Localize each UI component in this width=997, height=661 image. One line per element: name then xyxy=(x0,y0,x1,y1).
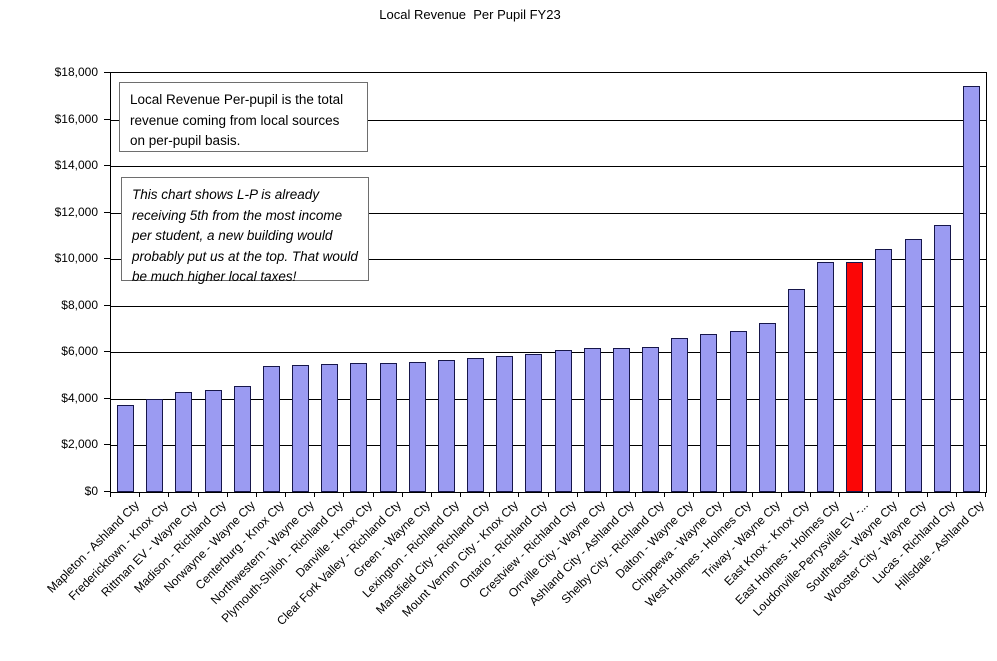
x-tick-mark xyxy=(430,492,432,497)
x-tick-mark xyxy=(780,492,782,497)
x-tick-mark xyxy=(839,492,841,497)
x-tick-mark xyxy=(897,492,899,497)
bar xyxy=(817,262,835,492)
x-tick-mark xyxy=(868,492,870,497)
bar xyxy=(262,366,280,492)
bar xyxy=(408,362,426,492)
chart-title: Local Revenue Per Pupil FY23 xyxy=(379,7,561,22)
y-tick-mark xyxy=(104,72,110,73)
x-tick-mark xyxy=(197,492,199,497)
gridline xyxy=(111,445,986,447)
y-tick-mark xyxy=(104,351,110,353)
annotation-definition-box: Local Revenue Per-pupil is the total rev… xyxy=(119,82,368,152)
x-tick-mark xyxy=(810,492,811,497)
y-tick-label: $10,000 xyxy=(54,251,98,266)
x-tick-mark xyxy=(139,492,141,497)
x-tick-mark xyxy=(926,492,928,497)
bar xyxy=(758,322,776,492)
x-tick-mark xyxy=(255,492,257,497)
y-tick-label: $12,000 xyxy=(54,204,98,219)
x-tick-mark xyxy=(401,492,403,497)
x-tick-mark xyxy=(168,492,170,497)
bar xyxy=(933,224,951,492)
bar xyxy=(525,353,543,492)
bar xyxy=(437,359,455,492)
x-tick-mark xyxy=(605,492,607,497)
gridline xyxy=(111,166,986,168)
y-tick-label: $6,000 xyxy=(61,344,98,359)
y-tick-mark xyxy=(104,491,110,492)
gridline xyxy=(111,119,986,121)
bar xyxy=(204,389,222,492)
x-tick-mark xyxy=(460,492,461,497)
bar xyxy=(146,398,164,492)
x-tick-mark xyxy=(372,492,374,497)
bar xyxy=(671,338,689,492)
y-tick-label: $8,000 xyxy=(61,297,98,312)
x-tick-mark xyxy=(343,492,345,497)
bar-highlighted xyxy=(846,261,864,492)
x-tick-mark xyxy=(314,492,316,497)
bar xyxy=(583,348,601,492)
y-tick-mark xyxy=(104,258,110,260)
y-tick-mark xyxy=(104,304,110,306)
x-tick-mark xyxy=(722,492,724,497)
bar xyxy=(554,350,572,492)
x-tick-mark xyxy=(664,492,666,497)
y-tick-label: $16,000 xyxy=(54,111,98,126)
y-tick-label: $18,000 xyxy=(54,65,98,79)
bar xyxy=(875,249,893,492)
y-tick-mark xyxy=(104,444,110,446)
x-tick-mark xyxy=(751,492,753,497)
x-tick-mark xyxy=(489,492,491,497)
x-tick-mark xyxy=(285,492,286,497)
x-tick-mark xyxy=(547,492,549,497)
bar xyxy=(321,363,339,492)
annotation-commentary-box: This chart shows L-P is already receivin… xyxy=(121,177,369,284)
bar xyxy=(496,355,514,492)
plot-area xyxy=(110,72,987,493)
gridline xyxy=(111,212,986,214)
bar xyxy=(350,362,368,492)
bar xyxy=(175,391,193,492)
bar xyxy=(117,404,135,492)
x-tick-mark xyxy=(955,492,957,497)
y-tick-label: $0 xyxy=(84,484,98,498)
gridline xyxy=(111,259,986,261)
y-tick-mark xyxy=(104,118,110,120)
x-tick-mark xyxy=(576,492,578,497)
gridline xyxy=(111,352,986,354)
x-tick-mark xyxy=(985,492,986,497)
bar xyxy=(467,358,485,492)
y-tick-mark xyxy=(104,397,110,399)
bar xyxy=(962,86,980,492)
bar xyxy=(642,346,660,492)
x-tick-mark xyxy=(110,492,111,497)
bar xyxy=(729,331,747,492)
bar xyxy=(787,289,805,492)
gridline xyxy=(111,398,986,400)
bar xyxy=(379,362,397,492)
x-tick-mark xyxy=(693,492,695,497)
y-tick-mark xyxy=(104,211,110,213)
bar xyxy=(612,347,630,492)
y-tick-label: $2,000 xyxy=(61,437,98,452)
y-tick-label: $4,000 xyxy=(61,390,98,405)
bar xyxy=(700,333,718,492)
y-tick-label: $14,000 xyxy=(54,158,98,173)
bar xyxy=(292,365,310,492)
x-tick-mark xyxy=(635,492,636,497)
bar xyxy=(904,239,922,492)
x-tick-mark xyxy=(518,492,520,497)
x-tick-mark xyxy=(226,492,228,497)
bar xyxy=(233,386,251,492)
gridline xyxy=(111,305,986,307)
y-tick-mark xyxy=(104,165,110,167)
